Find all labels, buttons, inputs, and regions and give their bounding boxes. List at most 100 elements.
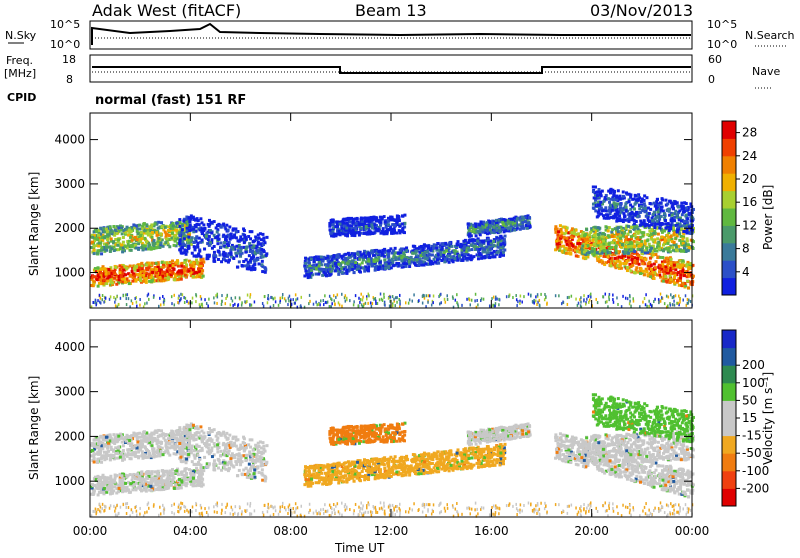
power-cell	[111, 230, 114, 233]
power-cell	[652, 232, 655, 235]
power-cell	[446, 255, 449, 258]
power-cell	[92, 275, 95, 278]
power-cell	[679, 279, 682, 282]
power-cell	[603, 249, 606, 252]
power-cell	[625, 210, 628, 213]
power-cell	[192, 230, 195, 233]
power-cell	[373, 232, 376, 235]
power-cell	[109, 226, 112, 229]
power-cell	[682, 207, 685, 210]
power-cell	[619, 237, 622, 240]
power-cell	[135, 224, 138, 227]
power-cell	[516, 298, 518, 301]
power-cell	[187, 236, 190, 239]
power-cell	[103, 301, 105, 304]
power-cell	[641, 262, 644, 265]
power-cell	[155, 231, 158, 234]
power-cell	[99, 301, 101, 304]
power-cell	[142, 274, 145, 277]
power-cell	[340, 267, 343, 270]
power-cell	[669, 281, 672, 284]
power-cell	[184, 274, 187, 277]
power-cell	[110, 295, 112, 298]
power-cell	[115, 232, 118, 235]
power-cell	[219, 246, 222, 249]
power-cell	[561, 302, 563, 305]
power-cell	[533, 299, 535, 302]
power-cell	[122, 236, 125, 239]
power-cell	[190, 264, 193, 267]
power-cell	[593, 243, 596, 246]
power-cell	[159, 276, 162, 279]
power-cell	[634, 234, 637, 237]
power-cell	[228, 225, 231, 228]
power-cell	[348, 268, 351, 271]
power-cell	[664, 227, 667, 230]
power-cell	[601, 252, 604, 255]
power-cell	[417, 264, 420, 267]
power-cell	[567, 240, 570, 243]
power-cell	[664, 199, 667, 202]
power-cell	[650, 247, 653, 250]
power-cell	[370, 216, 373, 219]
power-cell	[571, 244, 574, 247]
power-cell	[640, 243, 643, 246]
power-cell	[557, 230, 560, 233]
power-cell	[150, 223, 153, 226]
power-cell	[575, 254, 578, 257]
power-cell	[329, 255, 332, 258]
power-cell	[326, 264, 329, 267]
power-cell	[448, 242, 451, 245]
power-cell	[463, 253, 466, 256]
power-cell	[434, 261, 437, 264]
power-cell	[598, 260, 601, 263]
power-cell	[195, 300, 197, 303]
power-cell	[669, 200, 672, 203]
power-cell	[171, 232, 174, 235]
power-cell	[390, 296, 392, 299]
power-cell	[184, 301, 186, 304]
power-cell	[225, 224, 228, 227]
power-cell	[377, 250, 380, 253]
power-cell	[399, 230, 402, 233]
power-cell	[657, 233, 660, 236]
power-cell	[108, 245, 111, 248]
power-cell	[488, 220, 491, 223]
power-cell	[360, 217, 363, 220]
power-cell	[617, 189, 620, 192]
power-cell	[476, 239, 479, 242]
power-cell	[600, 243, 603, 246]
power-cell	[412, 300, 414, 303]
power-cell	[629, 241, 632, 244]
power-cell	[363, 270, 366, 273]
power-cell	[627, 252, 630, 255]
power-cell	[97, 245, 100, 248]
power-cell	[208, 235, 211, 238]
power-cell	[210, 238, 213, 241]
power-cell	[112, 240, 115, 243]
power-cell	[139, 277, 142, 280]
power-cell	[450, 255, 453, 258]
power-cell	[450, 245, 453, 248]
power-cell	[387, 266, 390, 269]
power-cell	[288, 297, 290, 300]
power-cell	[257, 243, 260, 246]
power-cell	[382, 249, 385, 252]
power-cell	[132, 302, 134, 305]
power-cell	[409, 298, 411, 301]
power-cell	[349, 299, 351, 302]
power-cell	[686, 237, 689, 240]
power-cell	[353, 253, 356, 256]
power-cell	[616, 296, 618, 299]
power-cell	[385, 263, 388, 266]
power-cell	[629, 269, 632, 272]
power-cell	[661, 222, 664, 225]
power-cell	[663, 229, 666, 232]
power-cell	[397, 252, 400, 255]
power-cell	[661, 199, 664, 202]
power-cell	[99, 278, 102, 281]
power-cell	[432, 301, 434, 304]
power-cell	[575, 298, 577, 301]
power-cell	[646, 239, 649, 242]
